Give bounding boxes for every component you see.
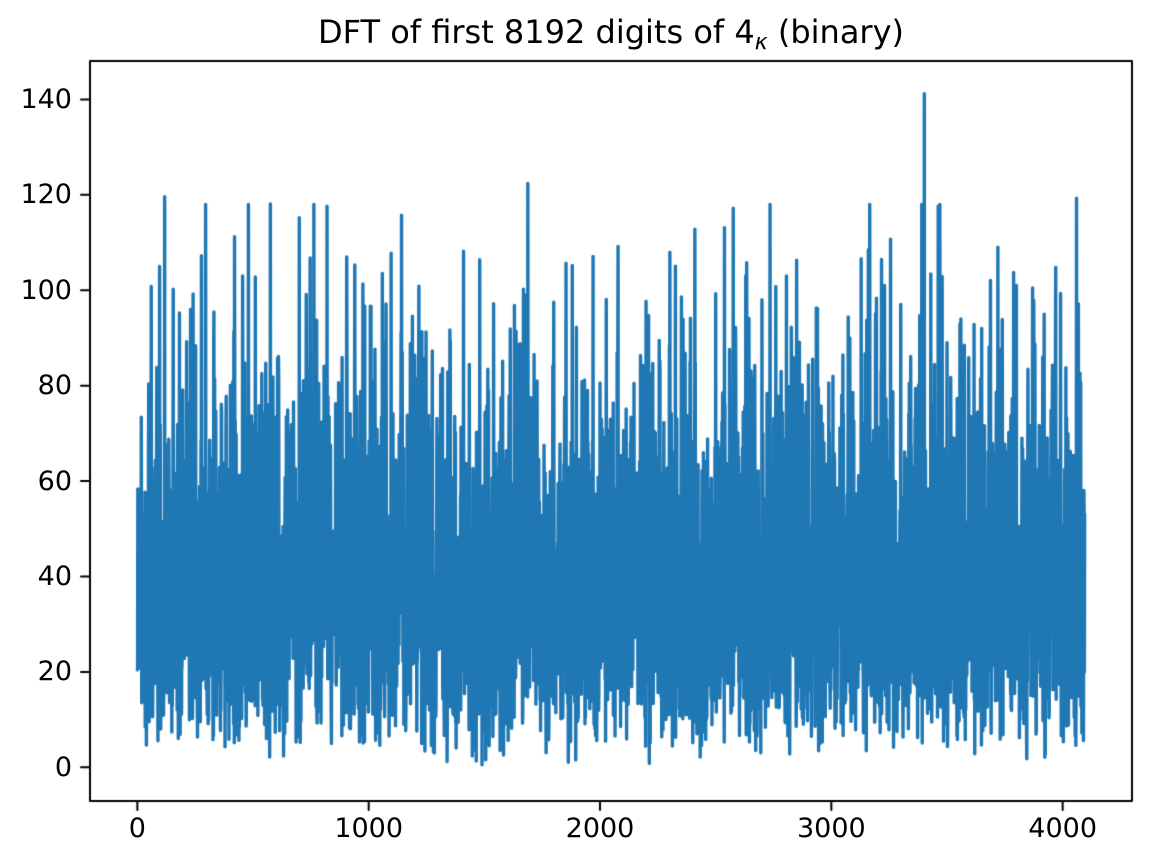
x-tick-label: 0 <box>128 813 146 844</box>
chart-title-kappa-subscript: κ <box>754 30 768 55</box>
chart-title-text: DFT of first 8192 digits of 4 <box>318 13 755 51</box>
x-tick-label: 4000 <box>1028 813 1098 844</box>
y-tick-label: 20 <box>37 656 72 688</box>
x-tick-label: 3000 <box>796 813 866 844</box>
chart-title-suffix: (binary) <box>767 13 904 51</box>
y-tick-label: 0 <box>54 751 72 783</box>
x-tick-label: 1000 <box>334 813 404 844</box>
y-tick-label: 140 <box>20 83 72 115</box>
x-tick-label: 2000 <box>565 813 635 844</box>
y-tick-label: 100 <box>20 274 72 306</box>
y-tick-label: 40 <box>37 561 72 593</box>
y-tick-label: 60 <box>37 465 72 497</box>
chart-title: DFT of first 8192 digits of 4κ (binary) <box>318 13 904 62</box>
y-tick-label: 80 <box>37 370 72 402</box>
y-tick-label: 120 <box>20 179 72 211</box>
